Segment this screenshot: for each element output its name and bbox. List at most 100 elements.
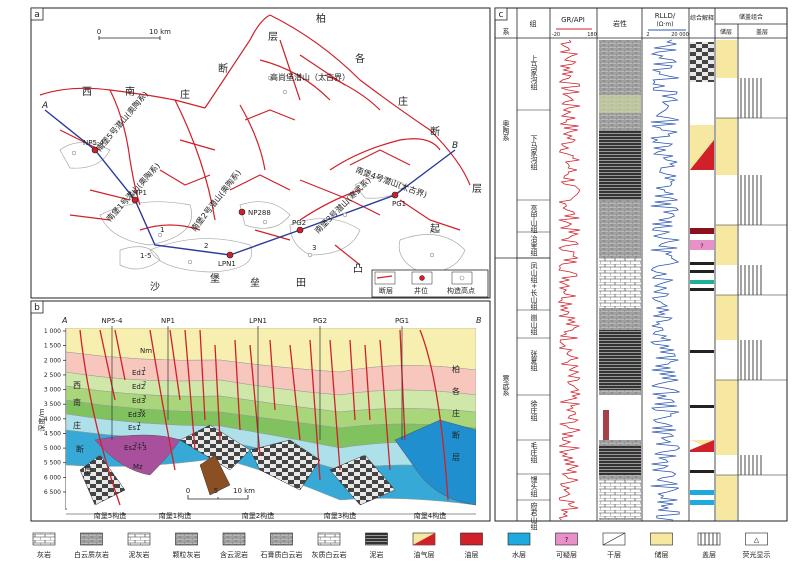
header-reservoir: 储层 <box>720 28 732 36</box>
svg-text:2: 2 <box>143 381 146 387</box>
formation-labels: 上马家沟组 下马家沟组 亮甲山组 冶里组 凤山组+长山组 崮山组 张夏组 徐庄组… <box>530 54 538 530</box>
reservoir-icon <box>650 532 673 546</box>
legend-label: 油层 <box>465 550 479 559</box>
map-structure-n2-short: 2 <box>204 242 208 250</box>
legend-label: 颗粒灰岩 <box>173 550 201 559</box>
panel-c-column: c 系 组 GR/API -20 180 岩性 RLLD/ (Ω·m) 2 20… <box>494 7 788 530</box>
calcareous-dolomite-icon <box>317 532 341 546</box>
interp-question: ? <box>700 243 703 250</box>
dolomitic-limestone-icon <box>80 532 103 546</box>
svg-text:Ed1: Ed1 <box>132 369 145 377</box>
svg-text:Ed3x: Ed3x <box>128 411 145 419</box>
section-structures: 南堡5构造 南堡1构造 南堡2构造 南堡3构造 南堡4构造 <box>66 511 476 520</box>
svg-text:各: 各 <box>452 386 460 396</box>
rlld-max: 20 000 <box>671 32 689 38</box>
legend-item: △ 荧光显示 <box>743 532 771 559</box>
svg-text:垒: 垒 <box>250 276 260 289</box>
section-well-sticks <box>111 326 403 450</box>
map-contours <box>59 142 466 273</box>
section-left-fault-labels: 西 南 庄 断 层 <box>73 381 92 475</box>
svg-text:凤山组+长山组: 凤山组+长山组 <box>530 262 538 310</box>
section-right-fault-labels: 柏 各 庄 断 层 <box>452 364 460 462</box>
system-ordovician: 奥陶系 <box>502 119 510 141</box>
legend-well: 井位 <box>414 286 428 295</box>
legend-item: 灰岩 <box>32 532 56 559</box>
svg-text:南堡4构造: 南堡4构造 <box>414 511 446 520</box>
section-b-label: B <box>476 316 482 325</box>
svg-text:5: 5 <box>214 487 218 495</box>
depth-tick-label: 2 500 <box>44 372 61 379</box>
header-combo: 储盖组合 <box>739 13 763 21</box>
svg-text:断: 断 <box>76 444 84 454</box>
svg-text:断: 断 <box>218 62 228 75</box>
section-scale-bar: 0 5 10 km <box>186 487 255 500</box>
svg-text:张夏组: 张夏组 <box>530 349 538 371</box>
svg-text:层: 层 <box>84 466 92 475</box>
legend-label: 水层 <box>512 550 526 559</box>
gr-min: -20 <box>552 32 560 38</box>
well-np5-4-marker <box>91 146 99 154</box>
depth-tick-label: 3 500 <box>44 401 61 408</box>
header-gr: GR/API <box>561 16 585 24</box>
well-np288-marker <box>238 208 246 216</box>
section-well-np1: NP1 <box>161 317 175 325</box>
svg-text:毛庄组: 毛庄组 <box>530 441 538 463</box>
depth-tick-label: 2 000 <box>44 357 61 364</box>
fluorescence-icon <box>745 532 768 546</box>
legend-label: 泥岩 <box>370 550 384 559</box>
legend-item: 石膏质白云岩 <box>261 532 303 559</box>
map-gaoshangbao: 高尚堡潜山（太古界） <box>270 72 350 82</box>
legend-item: 盖层 <box>697 532 721 559</box>
header-rlld-unit: (Ω·m) <box>656 21 673 28</box>
legend-item: 水层 <box>507 532 531 559</box>
header-interp: 综合解释 <box>690 14 714 22</box>
formation-dividers <box>517 109 550 501</box>
depth-tick-label: 5 500 <box>44 460 61 467</box>
svg-text:崮山组: 崮山组 <box>530 314 538 335</box>
section-a-label: A <box>61 316 67 325</box>
map-structural-highs <box>71 75 435 265</box>
depth-tick-label: 5 000 <box>44 445 61 452</box>
grain-limestone-icon <box>175 532 198 546</box>
well-pg2-marker <box>296 226 304 234</box>
svg-text:田: 田 <box>296 278 306 289</box>
map-scale-0: 0 <box>97 28 101 36</box>
legend-item: 干层 <box>602 532 626 559</box>
section-well-np5-4: NP5-4 <box>102 317 123 325</box>
lithology-column <box>599 40 641 520</box>
rlld-min: 2 <box>646 32 649 38</box>
map-section-a: A <box>41 101 48 111</box>
svg-text:庄: 庄 <box>452 408 460 418</box>
depth-tick-label: 4 500 <box>44 430 61 437</box>
gr-max: 180 <box>587 32 597 38</box>
svg-text:亮甲山组: 亮甲山组 <box>530 204 538 233</box>
svg-text:Es1: Es1 <box>128 424 141 432</box>
depth-tick-label: 1 500 <box>44 343 61 350</box>
well-pg1-marker <box>391 191 399 199</box>
section-well-lpn1: LPN1 <box>249 317 267 325</box>
legend-label: 干层 <box>607 551 621 559</box>
combo-column <box>716 40 787 520</box>
svg-text:1: 1 <box>138 422 141 428</box>
mudstone-icon <box>365 532 388 546</box>
svg-text:冶里组: 冶里组 <box>530 234 538 256</box>
legend-item: 油气层 <box>412 532 436 559</box>
legend-item: 泥岩 <box>365 532 388 559</box>
legend-label: 石膏质白云岩 <box>261 550 303 559</box>
svg-text:西: 西 <box>73 381 81 390</box>
svg-text:柏: 柏 <box>452 364 460 374</box>
section-line-ab <box>44 109 456 256</box>
svg-text:庄: 庄 <box>73 420 81 430</box>
section-well-pg2: PG2 <box>313 317 327 325</box>
legend-label: 灰岩 <box>37 550 51 559</box>
legend-mark: △ <box>754 536 760 544</box>
legend-label: 油气层 <box>414 550 435 559</box>
svg-text:沙: 沙 <box>150 281 160 293</box>
svg-text:3: 3 <box>143 395 146 401</box>
header-xi: 系 <box>503 27 510 36</box>
svg-text:南: 南 <box>73 397 81 407</box>
svg-text:府君山组: 府君山组 <box>530 501 538 530</box>
legend-label: 荧光显示 <box>743 550 771 559</box>
